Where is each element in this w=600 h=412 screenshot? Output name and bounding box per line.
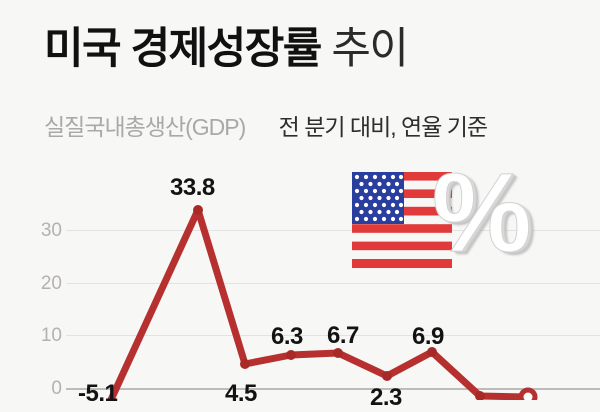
gridline-30 <box>66 230 600 231</box>
ytick-0: 0 <box>51 378 62 399</box>
data-point-2 <box>193 205 203 215</box>
ytick-20: 20 <box>40 273 62 294</box>
data-point-8 <box>475 391 485 400</box>
gridline-10 <box>66 335 600 336</box>
subtitle: 실질국내총생산(GDP) 전 분기 대비, 연율 기준 <box>44 108 488 142</box>
page-title-strong: 미국 경제성장률 <box>44 25 322 73</box>
us-flag-icon <box>352 172 452 268</box>
data-label-4: 6.3 <box>271 323 303 350</box>
data-point-6 <box>382 371 392 381</box>
ytick-30: 30 <box>40 220 62 241</box>
gridline-20 <box>66 283 600 284</box>
data-label-6: 6.9 <box>412 323 444 350</box>
page-title: 미국 경제성장률 추이 <box>44 25 409 73</box>
data-label-5: 6.7 <box>327 322 359 349</box>
data-point-7 <box>427 347 437 357</box>
data-label-7: 2.3 <box>370 384 402 411</box>
chart-area: 30 20 10 0 -5.1 33.8 4.5 6.3 6.7 <box>0 150 600 411</box>
header: 미국 경제성장률 추이 실질국내총생산(GDP) 전 분기 대비, 연율 기준 <box>0 0 600 152</box>
data-point-4 <box>286 350 296 360</box>
data-point-last-highlight <box>518 387 538 400</box>
data-point-5 <box>333 348 343 358</box>
page-title-light: 추이 <box>331 25 409 73</box>
subtitle-basis: 전 분기 대비, 연율 기준 <box>278 114 488 140</box>
line-series <box>107 205 538 400</box>
data-label-2: 33.8 <box>170 174 215 201</box>
axis-zero-line <box>66 388 600 390</box>
data-label-1: -5.1 <box>78 380 118 407</box>
data-point-3 <box>240 359 250 369</box>
subtitle-metric: 실질국내총생산(GDP) <box>44 114 246 140</box>
emblem: % <box>350 150 565 275</box>
percent-symbol-graphic: % <box>432 150 533 275</box>
data-label-3: 4.5 <box>225 380 257 407</box>
ytick-10: 10 <box>40 325 62 346</box>
